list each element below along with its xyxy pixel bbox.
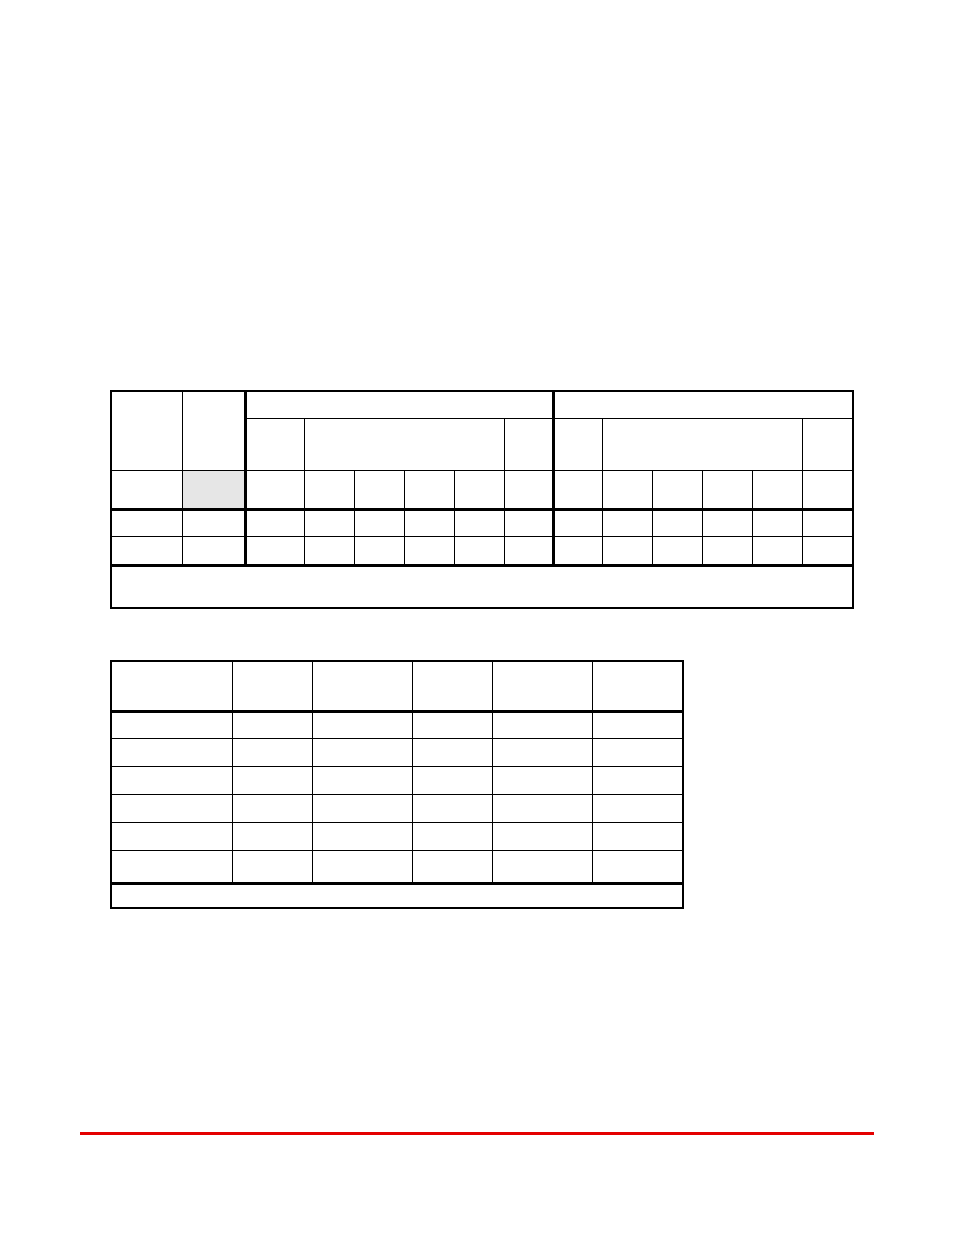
table-2-hline: [112, 766, 682, 767]
table-1-hline-thick: [112, 564, 852, 567]
table-1-vline: [752, 470, 753, 564]
table-2: [110, 660, 684, 909]
table-2-vline: [592, 662, 593, 882]
table-1-hline: [244, 418, 852, 419]
table-1-vline: [454, 470, 455, 564]
table-2-hline: [112, 822, 682, 823]
table-2-grid: [112, 662, 682, 907]
table-1-vline: [652, 470, 653, 564]
table-1-hline: [112, 536, 852, 537]
table-2-hline: [112, 850, 682, 851]
table-1: [110, 390, 854, 609]
table-1-vline-thick: [244, 392, 247, 564]
table-2-vline: [232, 662, 233, 882]
table-1-grid: [112, 392, 852, 607]
shaded-cell: [182, 470, 244, 508]
table-1-vline: [182, 392, 183, 564]
table-2-vline: [312, 662, 313, 882]
table-2-hline: [112, 794, 682, 795]
table-1-vline: [802, 418, 803, 564]
table-1-vline: [404, 470, 405, 564]
table-1-vline: [304, 418, 305, 564]
footer-rule: [80, 1132, 874, 1135]
page: [0, 0, 954, 1235]
table-1-vline: [702, 470, 703, 564]
table-1-vline-thick: [552, 392, 555, 564]
table-2-hline-thick: [112, 882, 682, 885]
table-2-hline-thick: [112, 710, 682, 713]
table-2-vline: [412, 662, 413, 882]
table-2-vline: [492, 662, 493, 882]
table-1-vline: [602, 418, 603, 564]
table-1-hline-thick: [112, 508, 852, 511]
table-1-vline: [504, 418, 505, 564]
table-1-hline: [112, 470, 852, 471]
table-1-vline: [354, 470, 355, 564]
table-2-hline: [112, 738, 682, 739]
